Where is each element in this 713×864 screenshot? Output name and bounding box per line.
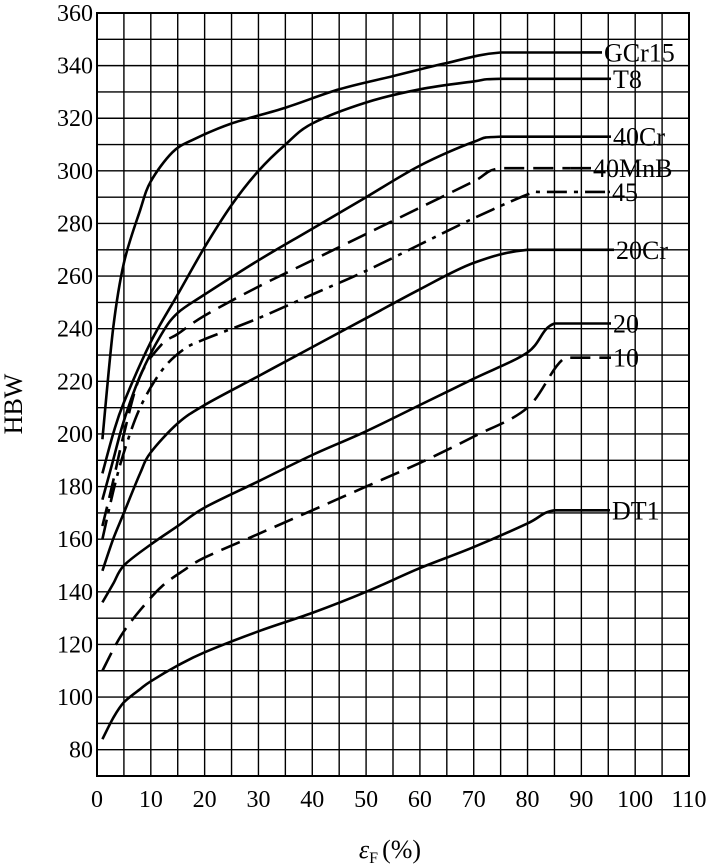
series-line-T8: [101, 77, 609, 474]
x-tick-label: 40: [300, 787, 324, 813]
series-line-20: [101, 322, 609, 604]
y-tick-label: 160: [57, 527, 93, 553]
x-tick-label: 50: [354, 787, 378, 813]
series-label-10: 10: [613, 344, 639, 373]
y-tick-label: 320: [57, 106, 93, 132]
tick-labels: 8010012014016018020022024026028030032034…: [57, 1, 707, 813]
y-tick-label: 120: [57, 632, 93, 658]
series-line-GCr15: [101, 51, 582, 440]
series-line-40MnB: [101, 166, 571, 527]
x-axis-unit: (%): [382, 835, 421, 864]
y-axis-label: HBW: [0, 373, 28, 434]
y-tick-label: 280: [57, 211, 93, 237]
series-line-45: [101, 190, 609, 540]
series-line-20Cr: [101, 248, 609, 572]
series-label-20: 20: [613, 309, 639, 338]
series-curves: [101, 51, 614, 740]
x-tick-label: 90: [569, 787, 593, 813]
y-tick-label: 100: [57, 685, 93, 711]
x-tick-label: 80: [516, 787, 540, 813]
x-tick-label: 70: [462, 787, 486, 813]
x-tick-label: 100: [617, 787, 653, 813]
x-tick-label: 20: [193, 787, 217, 813]
y-tick-label: 240: [57, 317, 93, 343]
x-tick-label: 110: [671, 787, 706, 813]
series-label-T8: T8: [613, 65, 642, 94]
x-axis-subscript: F: [369, 850, 378, 864]
series-label-45: 45: [612, 178, 638, 207]
y-tick-label: 180: [57, 475, 93, 501]
series-line-40Cr: [101, 135, 609, 501]
y-tick-label: 140: [57, 580, 93, 606]
y-tick-label: 220: [57, 369, 93, 395]
x-tick-label: 10: [139, 787, 163, 813]
x-tick-label: 30: [246, 787, 270, 813]
x-axis-symbol: ε: [359, 835, 370, 864]
series-label-DT1: DT1: [612, 496, 660, 525]
series-label-40Cr: 40Cr: [613, 123, 665, 152]
series-line-DT1: [101, 508, 609, 740]
y-tick-label: 80: [69, 738, 93, 764]
y-tick-label: 360: [57, 1, 93, 27]
y-tick-label: 300: [57, 159, 93, 185]
x-axis-label: εF (%): [359, 835, 421, 864]
series-label-GCr15: GCr15: [604, 38, 675, 67]
x-tick-label: 60: [408, 787, 432, 813]
plot-frame: [96, 12, 690, 777]
y-tick-label: 200: [57, 422, 93, 448]
y-tick-label: 260: [57, 264, 93, 290]
series-line-10: [101, 356, 609, 672]
y-tick-label: 340: [57, 54, 93, 80]
x-tick-label: 0: [91, 787, 103, 813]
series-label-20Cr: 20Cr: [616, 236, 668, 265]
series-label-40MnB: 40MnB: [593, 154, 672, 183]
